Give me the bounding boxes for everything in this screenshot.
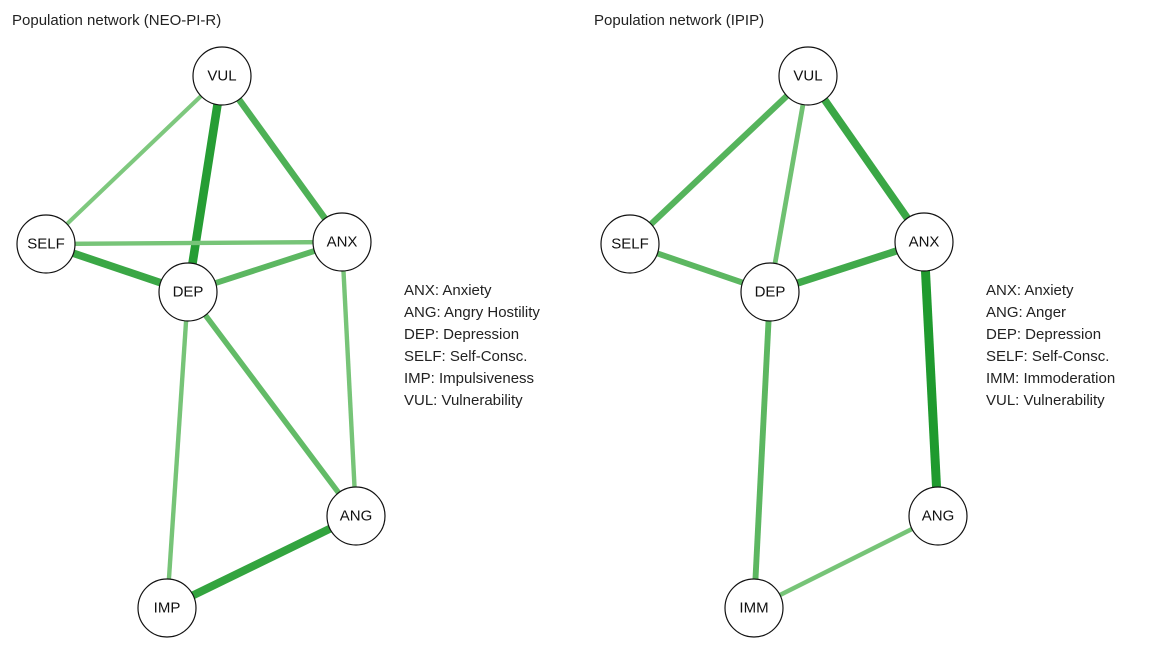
node-label: IMP bbox=[154, 600, 181, 617]
legend-item-imm: IMM: Immoderation bbox=[986, 370, 1116, 387]
node-vul: VUL bbox=[778, 46, 838, 106]
edge-vul-dep bbox=[767, 75, 811, 293]
node-label: ANG bbox=[922, 508, 955, 525]
node-circle bbox=[158, 262, 218, 322]
edge-self-anx bbox=[45, 239, 343, 247]
node-circle bbox=[724, 578, 784, 638]
edge-vul-self bbox=[627, 73, 811, 247]
network-graph: VUL SELF ANX DEP ANG IMP bbox=[16, 46, 386, 638]
node-ang: ANG bbox=[908, 486, 968, 546]
node-dep: DEP bbox=[158, 262, 218, 322]
edge-vul-self bbox=[44, 74, 224, 246]
node-label: VUL bbox=[793, 68, 822, 85]
legend-item-anx: ANX: Anxiety bbox=[404, 282, 492, 299]
node-self: SELF bbox=[16, 214, 76, 274]
edge-ang-imm bbox=[753, 514, 939, 610]
legend-item-vul: VUL: Vulnerability bbox=[986, 392, 1105, 409]
node-circle bbox=[137, 578, 197, 638]
edge-dep-ang bbox=[185, 290, 359, 518]
legend-item-dep: DEP: Depression bbox=[404, 326, 520, 343]
node-label: SELF bbox=[611, 236, 649, 253]
node-label: SELF bbox=[27, 236, 65, 253]
node-anx: ANX bbox=[312, 212, 372, 272]
node-circle bbox=[908, 486, 968, 546]
edge-vul-anx bbox=[219, 74, 345, 244]
node-circle bbox=[326, 486, 386, 546]
node-anx: ANX bbox=[894, 212, 954, 272]
edge-vul-dep bbox=[183, 75, 227, 293]
node-circle bbox=[192, 46, 252, 106]
edge-dep-imp bbox=[164, 291, 191, 609]
legend-item-ang: ANG: Anger bbox=[986, 304, 1067, 321]
node-imp: IMP bbox=[137, 578, 197, 638]
node-label: DEP bbox=[173, 284, 204, 301]
legend-item-self: SELF: Self-Consc. bbox=[986, 348, 1110, 365]
node-label: VUL bbox=[207, 68, 236, 85]
node-label: IMM bbox=[739, 600, 768, 617]
node-circle bbox=[778, 46, 838, 106]
network-panel-neo-pi-r: Population network (NEO-PI-R) VUL SELF ANX… bbox=[12, 12, 540, 638]
node-circle bbox=[600, 214, 660, 274]
node-circle bbox=[740, 262, 800, 322]
legend-item-imp: IMP: Impulsiveness bbox=[404, 370, 535, 387]
edge-dep-imm bbox=[751, 291, 773, 609]
edge-vul-anx bbox=[804, 73, 928, 245]
node-imm: IMM bbox=[724, 578, 784, 638]
node-dep: DEP bbox=[740, 262, 800, 322]
node-ang: ANG bbox=[326, 486, 386, 546]
edge-anx-ang bbox=[919, 241, 943, 517]
edge-anx-ang bbox=[339, 241, 359, 517]
legend-item-anx: ANX: Anxiety bbox=[986, 282, 1074, 299]
network-graph: VUL SELF ANX DEP ANG IMM bbox=[600, 46, 968, 638]
network-panel-ipip: Population network (IPIP) VUL SELF ANX DEP A… bbox=[582, 0, 1152, 646]
legend-item-vul: VUL: Vulnerability bbox=[404, 392, 523, 409]
node-label: ANG bbox=[340, 508, 373, 525]
node-self: SELF bbox=[600, 214, 660, 274]
node-circle bbox=[894, 212, 954, 272]
legend: ANX: Anxiety ANG: Angry Hostility DEP: D… bbox=[404, 280, 540, 412]
node-circle bbox=[16, 214, 76, 274]
node-label: DEP bbox=[755, 284, 786, 301]
node-label: ANX bbox=[327, 234, 358, 251]
panel-title: Population network (NEO-PI-R) bbox=[12, 12, 222, 29]
node-circle bbox=[312, 212, 372, 272]
node-label: ANX bbox=[909, 234, 940, 251]
panel-title: Population network (IPIP) bbox=[594, 12, 765, 29]
edge-ang-imp bbox=[165, 512, 358, 612]
legend-item-self: SELF: Self-Consc. bbox=[404, 348, 528, 365]
legend-item-dep: DEP: Depression bbox=[986, 326, 1102, 343]
node-vul: VUL bbox=[192, 46, 252, 106]
legend: ANX: Anxiety ANG: Anger DEP: Depression … bbox=[986, 280, 1115, 412]
legend-item-ang: ANG: Angry Hostility bbox=[404, 304, 540, 321]
